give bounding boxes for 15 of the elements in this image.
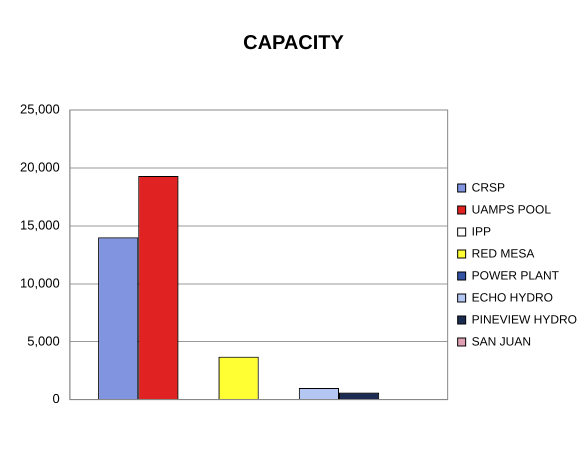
y-tick-label: 0 [52,391,60,406]
legend-label: PINEVIEW HYDRO [472,312,578,326]
legend-label: IPP [472,224,491,238]
y-tick-label: 25,000 [20,102,60,117]
legend-label: CRSP [472,180,505,194]
legend-label: ECHO HYDRO [472,290,553,304]
legend-label: RED MESA [472,246,534,260]
y-tick-label: 5,000 [27,333,60,348]
legend-label: UAMPS POOL [472,202,552,216]
legend-label: POWER PLANT [472,268,560,282]
y-tick-label: 20,000 [20,160,60,174]
y-tick-label: 10,000 [20,275,60,290]
chart-title: CAPACITY [242,32,345,55]
y-tick-label: 15,000 [20,217,60,232]
legend-label: SAN JUAN [472,334,531,348]
